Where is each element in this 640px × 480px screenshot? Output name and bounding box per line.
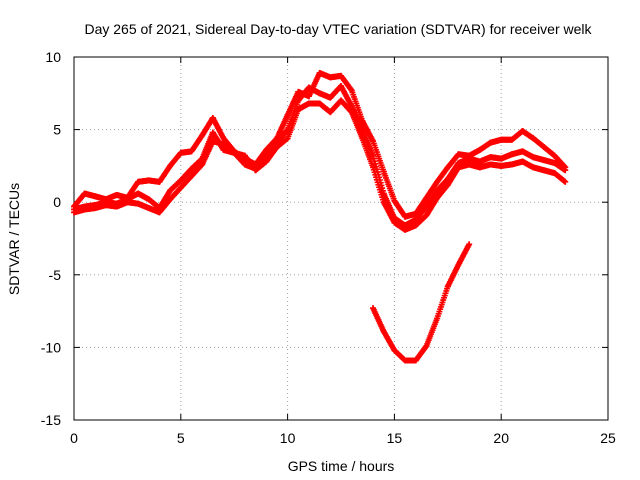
x-tick-label: 0 (70, 430, 78, 446)
series-track-a (71, 69, 569, 220)
y-tick-label: 10 (45, 49, 61, 65)
x-axis-label: GPS time / hours (288, 458, 395, 474)
data-point (562, 167, 569, 174)
plot-frame (73, 56, 609, 421)
x-tick-label: 15 (387, 430, 403, 446)
y-tick-label: 0 (53, 194, 61, 210)
y-tick-label: -10 (41, 339, 61, 355)
y-axis-label: SDTVAR / TECUs (6, 183, 22, 295)
data-point (562, 178, 569, 185)
x-tick-label: 20 (493, 430, 509, 446)
x-tick-label: 10 (280, 430, 296, 446)
chart-title: Day 265 of 2021, Sidereal Day-to-day VTE… (84, 21, 592, 37)
x-tick-label: 5 (177, 430, 185, 446)
series-track-d (370, 241, 473, 364)
y-tick-label: 5 (53, 122, 61, 138)
axis-ticks: 0 5 10 15 20 25 -15 -10 -5 0 5 10 (41, 49, 616, 446)
x-tick-label: 25 (600, 430, 616, 446)
data-marks (71, 69, 569, 364)
y-tick-label: -15 (41, 412, 61, 428)
y-tick-label: -5 (49, 267, 62, 283)
data-point (466, 241, 473, 248)
grid (74, 57, 608, 420)
series-track-c (71, 97, 569, 233)
